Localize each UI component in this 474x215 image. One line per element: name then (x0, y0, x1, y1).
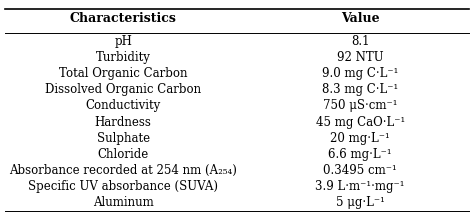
Text: 3.9 L·m⁻¹·mg⁻¹: 3.9 L·m⁻¹·mg⁻¹ (316, 180, 405, 193)
Text: Turbidity: Turbidity (96, 51, 151, 64)
Text: 8.1: 8.1 (351, 35, 370, 48)
Text: pH: pH (114, 35, 132, 48)
Text: 6.6 mg·L⁻¹: 6.6 mg·L⁻¹ (328, 148, 392, 161)
Text: 5 μg·L⁻¹: 5 μg·L⁻¹ (336, 196, 385, 209)
Text: 8.3 mg C·L⁻¹: 8.3 mg C·L⁻¹ (322, 83, 398, 96)
Text: 45 mg CaO·L⁻¹: 45 mg CaO·L⁻¹ (316, 115, 405, 129)
Text: 0.3495 cm⁻¹: 0.3495 cm⁻¹ (323, 164, 397, 177)
Text: Characteristics: Characteristics (70, 12, 177, 25)
Text: Aluminum: Aluminum (93, 196, 154, 209)
Text: Chloride: Chloride (98, 148, 149, 161)
Text: 750 μS·cm⁻¹: 750 μS·cm⁻¹ (323, 99, 398, 112)
Text: Sulphate: Sulphate (97, 132, 150, 145)
Text: Conductivity: Conductivity (86, 99, 161, 112)
Text: Absorbance recorded at 254 nm (A₂₅₄): Absorbance recorded at 254 nm (A₂₅₄) (9, 164, 237, 177)
Text: Total Organic Carbon: Total Organic Carbon (59, 67, 188, 80)
Text: 20 mg·L⁻¹: 20 mg·L⁻¹ (330, 132, 390, 145)
Text: Dissolved Organic Carbon: Dissolved Organic Carbon (45, 83, 201, 96)
Text: Hardness: Hardness (95, 115, 152, 129)
Text: 9.0 mg C·L⁻¹: 9.0 mg C·L⁻¹ (322, 67, 399, 80)
Text: Specific UV absorbance (SUVA): Specific UV absorbance (SUVA) (28, 180, 218, 193)
Text: 92 NTU: 92 NTU (337, 51, 383, 64)
Text: Value: Value (341, 12, 380, 25)
